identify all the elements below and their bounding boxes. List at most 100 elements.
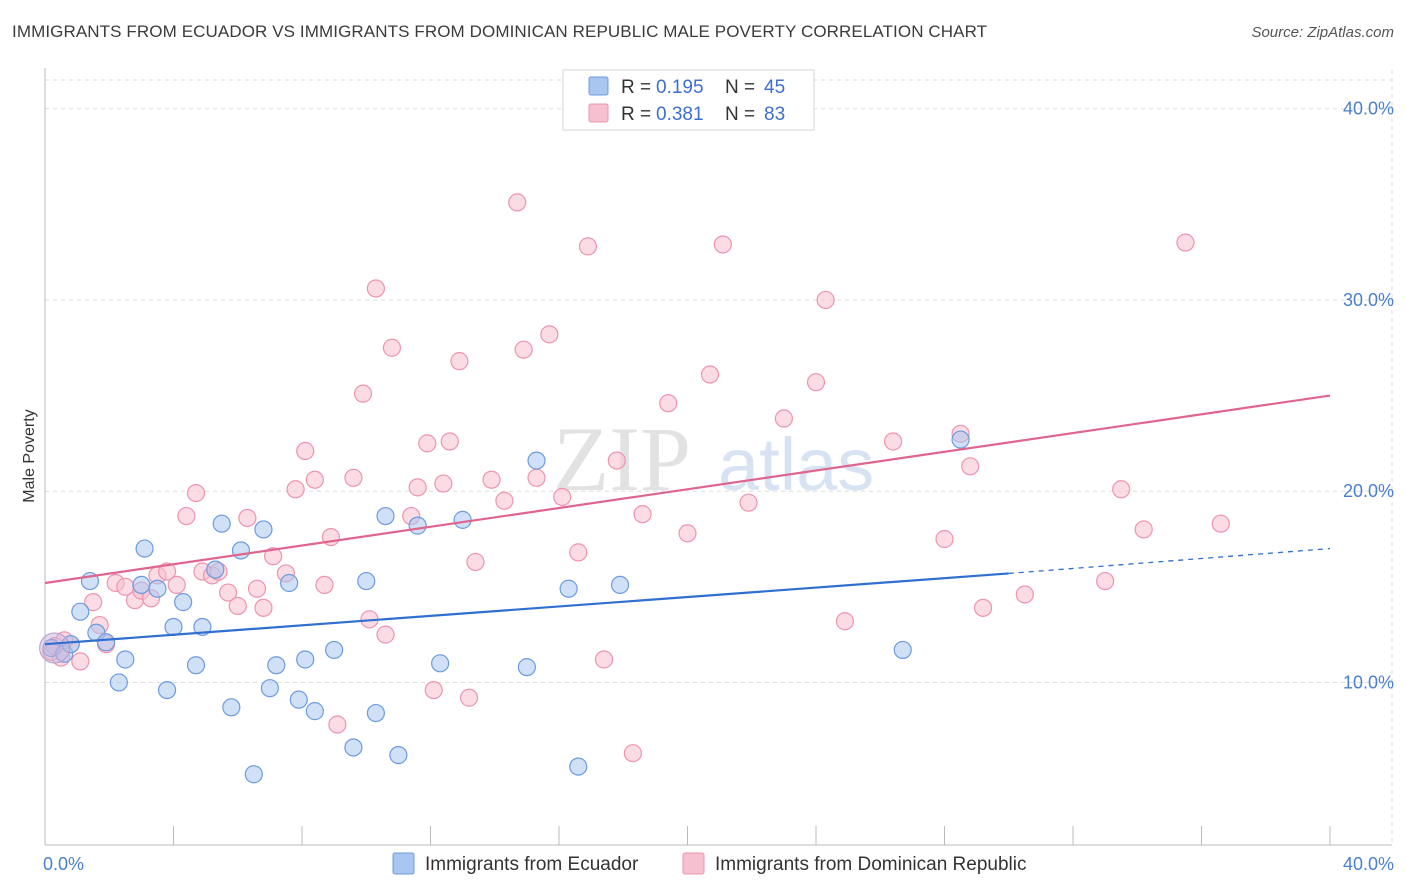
point-dominican-republic [186, 484, 206, 503]
point-ecuador [164, 617, 183, 637]
point-dominican-republic [382, 338, 402, 357]
point-dominican-republic [482, 470, 501, 489]
point-dominican-republic [607, 451, 626, 470]
point-dominican-republic [1096, 571, 1115, 591]
point-ecuador [569, 757, 588, 776]
point-ecuador [222, 698, 241, 717]
point-dominican-republic [961, 457, 980, 476]
point-ecuador [389, 746, 408, 765]
trend-line-dominican-republic [44, 394, 1331, 585]
point-dominican-republic [440, 432, 459, 451]
point-dominican-republic [973, 598, 993, 617]
point-ecuador [260, 679, 279, 698]
point-ecuador [559, 579, 578, 598]
point-dominican-republic [228, 596, 247, 616]
point-ecuador [610, 575, 630, 595]
point-dominican-republic [1112, 480, 1131, 499]
point-dominican-republic [739, 493, 758, 512]
axes [44, 68, 1392, 846]
point-dominican-republic [1015, 585, 1034, 604]
y-tick-label: 10.0% [1343, 672, 1394, 692]
legend-swatch-dominican-republic [588, 103, 609, 123]
series-legend-label-dominican-republic: Immigrants from Dominican Republic [715, 854, 1027, 875]
series-legend-swatch-dominican-republic [682, 852, 705, 875]
point-dominican-republic [376, 625, 395, 644]
point-ecuador [116, 650, 135, 669]
point-ecuador [951, 430, 970, 449]
point-dominican-republic [305, 470, 324, 489]
legend-r-label-ecuador: R = [621, 77, 651, 98]
point-ecuador [244, 765, 263, 784]
legend-r-label-dominican-republic: R = [621, 104, 651, 125]
point-dominican-republic [466, 552, 485, 572]
point-dominican-republic [408, 478, 427, 497]
point-dominican-republic [835, 612, 855, 631]
series-legend: Immigrants from Ecuador Immigrants from … [392, 852, 1027, 875]
point-ecuador [109, 673, 128, 692]
point-dominican-republic [700, 365, 720, 384]
point-dominican-republic [883, 432, 903, 451]
point-dominican-republic [935, 529, 954, 549]
point-dominican-republic [659, 394, 678, 413]
point-dominican-republic [157, 562, 177, 581]
point-dominican-republic [806, 373, 826, 392]
point-dominican-republic [71, 652, 90, 671]
point-dominican-republic [296, 441, 315, 461]
point-dominican-republic [450, 352, 469, 371]
point-ecuador [132, 575, 151, 595]
trend-line-ecuador [44, 572, 1009, 646]
point-dominican-republic [633, 505, 652, 524]
point-dominican-republic [247, 579, 267, 598]
point-ecuador [135, 539, 154, 558]
point-ecuador [431, 654, 450, 673]
point-cluster-origin [39, 632, 71, 664]
series-legend-swatch-ecuador [392, 852, 415, 875]
legend-n-value-dominican-republic: 83 [764, 104, 785, 125]
watermark: ZIP atlas [553, 408, 874, 510]
point-dominican-republic [366, 279, 385, 298]
series-legend-label-ecuador: Immigrants from Ecuador [425, 854, 639, 875]
legend-n-label-dominican-republic: N = [725, 104, 755, 125]
point-ecuador [71, 602, 90, 621]
point-dominican-republic [514, 340, 533, 359]
point-dominican-republic [553, 487, 572, 507]
watermark-atlas: atlas [718, 423, 874, 506]
point-ecuador [96, 633, 116, 652]
point-ecuador [376, 506, 395, 526]
point-ecuador [527, 451, 546, 470]
point-ecuador [305, 702, 324, 721]
source-label: Source: ZipAtlas.com [1251, 24, 1394, 41]
gridlines [45, 70, 1393, 845]
trend-lines [44, 394, 1331, 646]
point-dominican-republic [713, 235, 732, 254]
point-dominican-republic [263, 547, 283, 566]
point-dominican-republic [238, 508, 257, 528]
point-dominican-republic [84, 593, 103, 612]
point-ecuador [157, 680, 177, 700]
x-tick-label-min: 0.0% [43, 854, 84, 874]
point-dominican-republic [1176, 233, 1195, 252]
point-dominican-republic [1211, 514, 1230, 533]
point-dominican-republic [527, 468, 546, 487]
y-tick-label: 20.0% [1343, 481, 1394, 501]
point-dominican-republic [678, 524, 697, 543]
chart-title: IMMIGRANTS FROM ECUADOR VS IMMIGRANTS FR… [12, 22, 988, 41]
tick-labels: 10.0% 20.0% 30.0% 40.0% 0.0% 40.0% [43, 99, 1394, 874]
point-ecuador [517, 658, 536, 677]
point-dominican-republic [508, 193, 527, 212]
point-dominican-republic [177, 506, 196, 526]
point-ecuador [366, 703, 385, 723]
point-ecuador [408, 516, 427, 535]
dominican-republic-points [42, 193, 1230, 763]
point-dominican-republic [540, 325, 559, 344]
legend-swatch-ecuador [588, 76, 609, 96]
y-tick-label: 30.0% [1343, 290, 1394, 310]
legend-r-value-ecuador: 0.195 [656, 77, 704, 98]
point-ecuador [174, 593, 193, 612]
legend-n-label-ecuador: N = [725, 77, 755, 98]
point-ecuador [325, 640, 344, 660]
point-dominican-republic [578, 237, 598, 256]
legend-n-value-ecuador: 45 [764, 77, 785, 98]
point-ecuador [357, 571, 376, 591]
point-dominican-republic [459, 688, 479, 707]
